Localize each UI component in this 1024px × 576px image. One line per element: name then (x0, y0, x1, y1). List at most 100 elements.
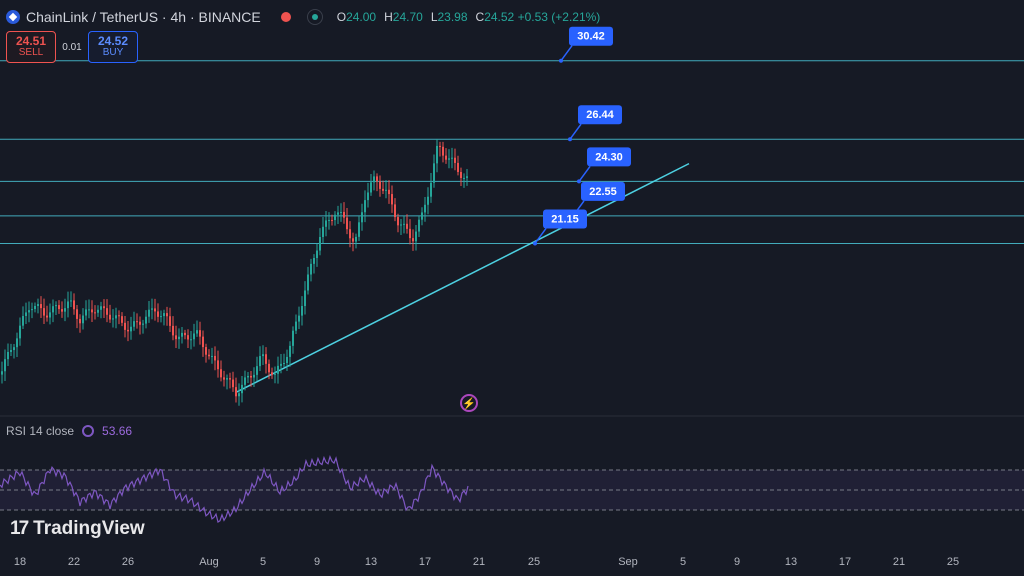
candle-body (289, 345, 291, 357)
badge-pointer (534, 228, 547, 244)
candle-body (106, 308, 108, 315)
candle-body (322, 226, 324, 237)
candle-body (148, 309, 150, 317)
candle-body (205, 347, 207, 355)
tradingview-logo-icon: 17 (10, 518, 29, 539)
candle-body (229, 378, 231, 380)
candle-body (439, 145, 441, 147)
trade-panel: 24.51 SELL 0.01 24.52 BUY (6, 31, 138, 63)
candle-body (145, 316, 147, 324)
candle-body (253, 374, 255, 378)
level-label: 24.30 (595, 151, 623, 163)
candle-body (13, 347, 15, 351)
ohlc-readout: O24.00 H24.70 L23.98 C24.52 +0.53 (+2.21… (336, 10, 601, 24)
candle-body (319, 236, 321, 251)
level-badge (578, 105, 622, 125)
candle-body (259, 356, 261, 367)
candle-body (460, 171, 462, 178)
candle-body (121, 316, 123, 323)
candle-body (37, 304, 39, 306)
badge-anchor (568, 137, 572, 142)
candle-body (283, 362, 285, 364)
candle-body (223, 377, 225, 380)
candle-body (82, 315, 84, 324)
badge-anchor (577, 179, 581, 184)
candle-body (199, 330, 201, 337)
candle-body (328, 219, 330, 221)
candle-body (4, 359, 6, 372)
candle-body (361, 212, 363, 223)
market-closed-icon[interactable] (280, 12, 291, 22)
x-tick-label: 17 (418, 556, 432, 568)
x-tick-label: 5 (679, 556, 687, 568)
candle-body (109, 314, 111, 320)
symbol-title[interactable]: ChainLink / TetherUS · 4h · BINANCE (26, 9, 261, 25)
candle-body (31, 309, 33, 311)
x-tick-label: 5 (259, 556, 267, 568)
data-status-icon[interactable] (306, 9, 323, 25)
candle-body (430, 182, 432, 197)
candle-body (175, 335, 177, 340)
candle-body (370, 182, 372, 193)
candle-body (265, 354, 267, 364)
candle-body (28, 310, 30, 313)
candle-body (142, 323, 144, 325)
candle-body (190, 339, 192, 341)
candle-body (118, 315, 120, 317)
candle-body (178, 336, 180, 340)
candle-body (373, 176, 375, 183)
candle-body (88, 309, 90, 311)
candle-body (358, 222, 360, 237)
rsi-label[interactable]: RSI 14 close (6, 424, 75, 438)
candle-body (274, 373, 276, 375)
candle-body (394, 204, 396, 218)
candle-body (16, 338, 18, 348)
badge-pointer (569, 123, 582, 140)
level-badge (543, 209, 587, 229)
x-tick-label: 9 (733, 556, 741, 568)
sell-button[interactable]: 24.51 SELL (6, 31, 56, 63)
candle-body (97, 309, 99, 313)
x-tick-label: 21 (472, 556, 486, 568)
candle-body (85, 309, 87, 316)
candle-body (400, 224, 402, 226)
candle-body (76, 309, 78, 319)
x-tick-label: 26 (121, 556, 135, 568)
candle-body (409, 228, 411, 239)
rsi-legend: RSI 14 close 53.66 (6, 424, 132, 438)
candle-body (262, 354, 264, 357)
candle-body (466, 176, 468, 178)
x-tick-label: Aug (199, 556, 219, 568)
candle-body (382, 188, 384, 191)
candle-body (412, 238, 414, 242)
candle-body (352, 238, 354, 242)
candle-body (7, 351, 9, 360)
flash-alert-icon[interactable]: ⚡ (460, 394, 478, 412)
buy-button[interactable]: 24.52 BUY (88, 31, 138, 63)
candle-body (424, 204, 426, 213)
candle-body (292, 330, 294, 346)
candle-body (151, 308, 153, 310)
candle-body (316, 250, 318, 259)
candle-body (256, 366, 258, 375)
candle-body (22, 316, 24, 326)
candle-body (406, 223, 408, 229)
x-tick-label: 17 (838, 556, 852, 568)
rsi-settings-icon[interactable] (82, 425, 95, 437)
candle-body (169, 316, 171, 326)
candle-body (25, 312, 27, 317)
candle-body (217, 360, 219, 370)
candle-body (397, 217, 399, 226)
candle-body (307, 274, 309, 291)
candle-body (73, 300, 75, 310)
candle-body (193, 333, 195, 340)
candle-body (58, 305, 60, 310)
candle-body (115, 315, 117, 319)
candle-body (124, 322, 126, 330)
candle-body (355, 236, 357, 242)
candle-body (295, 321, 297, 331)
chart-header: ChainLink / TetherUS · 4h · BINANCE O24.… (6, 8, 600, 26)
level-label: 30.42 (577, 31, 605, 43)
rsi-line (0, 455, 469, 523)
